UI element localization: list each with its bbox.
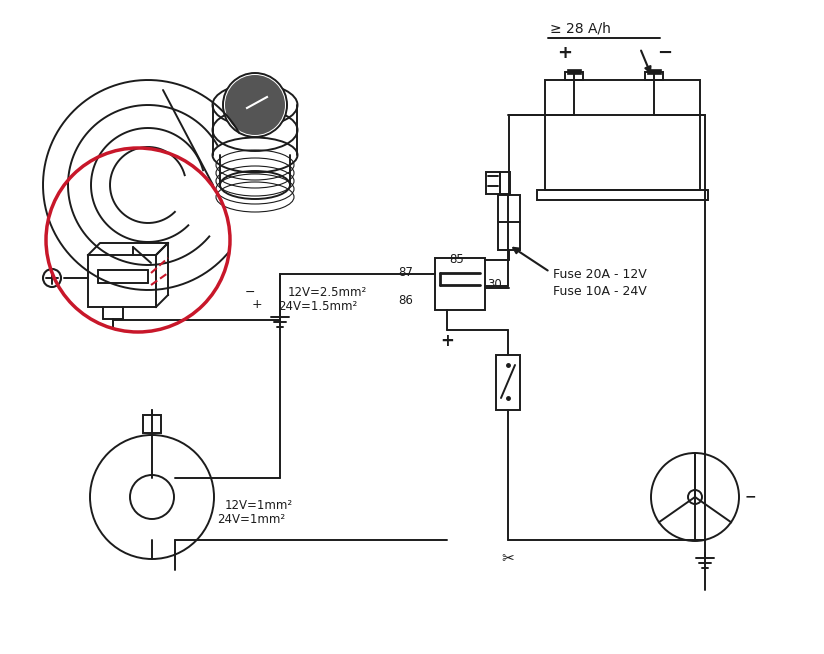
Text: +: + <box>558 44 573 62</box>
Text: 87: 87 <box>398 266 413 279</box>
Text: −: − <box>658 44 672 62</box>
Text: 86: 86 <box>398 294 413 307</box>
Text: 85: 85 <box>449 253 464 266</box>
Text: 24V=1mm²: 24V=1mm² <box>217 513 285 526</box>
Bar <box>500 172 510 194</box>
Bar <box>545 80 700 190</box>
Bar <box>537 190 708 200</box>
Text: 30: 30 <box>487 278 502 291</box>
Text: −: − <box>245 286 255 299</box>
Text: +: + <box>440 332 454 350</box>
Text: ≥ 28 A/h: ≥ 28 A/h <box>550 22 611 36</box>
Circle shape <box>223 73 287 137</box>
Text: Fuse 20A - 12V: Fuse 20A - 12V <box>553 268 647 281</box>
Text: +: + <box>251 298 262 311</box>
Bar <box>486 172 500 194</box>
Bar <box>565 72 583 80</box>
Text: ✂: ✂ <box>501 551 513 566</box>
Text: 12V=1mm²: 12V=1mm² <box>225 499 293 512</box>
Text: 24V=1.5mm²: 24V=1.5mm² <box>278 300 358 313</box>
Circle shape <box>43 269 61 287</box>
Bar <box>645 72 663 80</box>
Bar <box>143 415 161 433</box>
Bar <box>647 69 661 74</box>
Bar <box>498 195 520 250</box>
Text: −: − <box>745 489 756 503</box>
Bar <box>496 355 520 410</box>
Bar <box>88 255 156 307</box>
Circle shape <box>225 75 285 135</box>
Bar <box>435 258 485 310</box>
Bar <box>567 69 581 74</box>
Text: Fuse 10A - 24V: Fuse 10A - 24V <box>553 285 647 298</box>
Text: 12V=2.5mm²: 12V=2.5mm² <box>288 286 368 299</box>
